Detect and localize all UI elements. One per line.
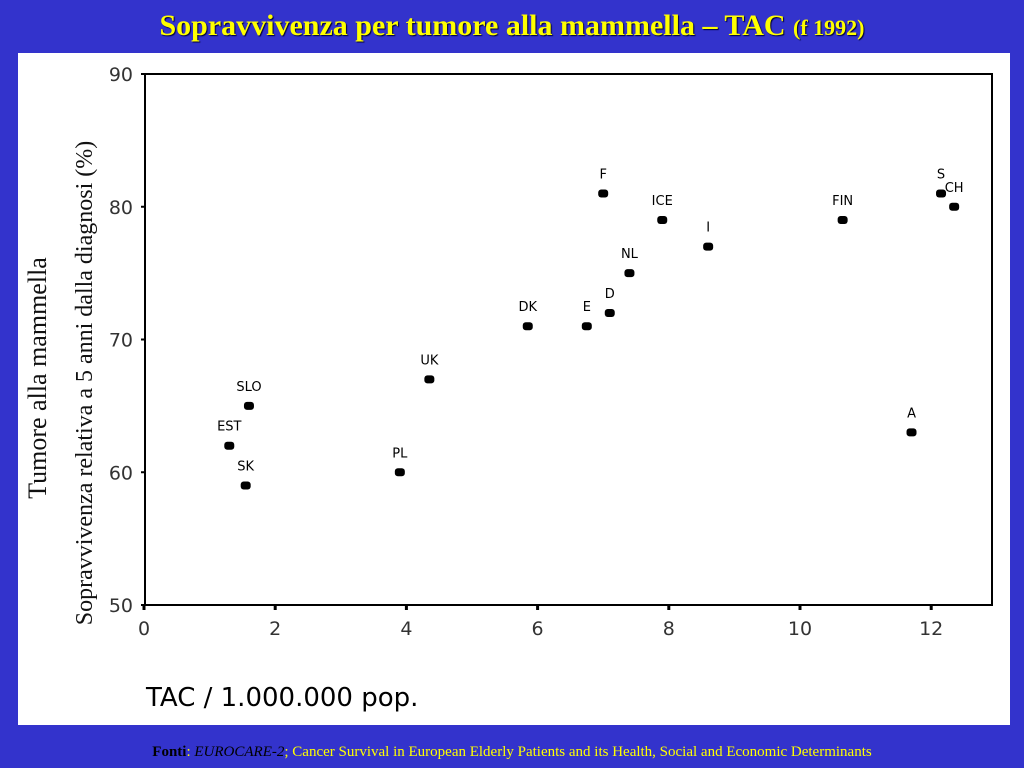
y-tick-label: 60	[109, 462, 133, 484]
data-point-label: A	[907, 406, 916, 421]
data-point-label: NL	[621, 247, 639, 262]
data-point	[604, 308, 615, 317]
y-tick-label: 90	[109, 64, 133, 86]
data-point	[703, 242, 714, 251]
x-tick-label: 2	[269, 618, 281, 640]
data-point	[598, 189, 609, 198]
x-tick-label: 8	[663, 618, 675, 640]
point-labels: EST SLO SK PL UK DK ED F NL ICE I FIN A SCH	[217, 167, 964, 474]
x-tick-label: 6	[532, 618, 544, 640]
data-points	[224, 189, 960, 490]
axis-ticks: 0 2 4 6 8 10 12 50 60 70 80 90	[109, 64, 943, 640]
y-axis-label: Sopravvivenza relativa a 5 anni dalla di…	[72, 141, 98, 626]
y-tick-label: 80	[109, 197, 133, 219]
x-tick-label: 4	[400, 618, 412, 640]
data-point-label: SLO	[236, 380, 261, 395]
data-point-label: FIN	[832, 194, 853, 209]
scatter-chart: 0 2 4 6 8 10 12 50 60 70 80 90 EST SLO SK PL UK DK ED F NL I…	[23, 64, 993, 713]
data-point-label: CH	[945, 181, 964, 196]
data-point-label: F	[599, 167, 606, 182]
data-point	[624, 269, 635, 278]
data-point	[224, 441, 235, 450]
data-point-label: PL	[392, 446, 408, 461]
data-point	[424, 375, 435, 384]
data-point	[522, 322, 533, 331]
data-point	[906, 428, 917, 437]
footer-source: Fonti: EUROCARE-2; Cancer Survival in Eu…	[0, 742, 1024, 762]
data-point	[949, 202, 960, 211]
footer-label: Fonti	[152, 744, 187, 760]
footer-colon: :	[186, 744, 195, 760]
plot-frame	[144, 73, 993, 606]
x-tick-label: 10	[788, 618, 812, 640]
axes	[144, 73, 993, 606]
data-point	[240, 481, 251, 490]
data-point-label: SK	[237, 460, 254, 475]
data-point-label: DK	[518, 300, 537, 315]
data-point-label: EST	[217, 420, 241, 435]
footer-text: ; Cancer Survival in European Elderly Pa…	[284, 744, 872, 760]
data-point-label: D	[605, 287, 615, 302]
data-point	[394, 468, 405, 477]
slide-title: Sopravvivenza per tumore alla mammella –…	[0, 4, 1024, 50]
y-tick-label: 50	[109, 595, 133, 617]
data-point-label: ICE	[652, 194, 673, 209]
slide-title-subtitle: (f 1992)	[793, 15, 865, 40]
y-axis-outer-label: Tumore alla mammella	[23, 257, 52, 499]
data-point-label: S	[937, 167, 945, 182]
data-point	[657, 216, 668, 225]
y-tick-label: 70	[109, 330, 133, 352]
data-point-label: UK	[420, 353, 439, 368]
chart-panel: 0 2 4 6 8 10 12 50 60 70 80 90 EST SLO SK PL UK DK E D F NL I…	[18, 53, 1010, 725]
data-point-label: I	[706, 221, 710, 236]
data-point-label: E	[583, 300, 591, 315]
x-tick-label: 0	[138, 618, 150, 640]
data-point	[581, 322, 592, 331]
x-tick-label: 12	[919, 618, 943, 640]
slide-title-main: Sopravvivenza per tumore alla mammella –…	[159, 9, 786, 42]
data-point	[936, 189, 947, 198]
data-point	[243, 401, 254, 410]
data-point	[837, 216, 848, 225]
footer-source-name: EUROCARE-2	[194, 744, 285, 760]
x-axis-label: TAC / 1.000.000 pop.	[145, 683, 418, 713]
